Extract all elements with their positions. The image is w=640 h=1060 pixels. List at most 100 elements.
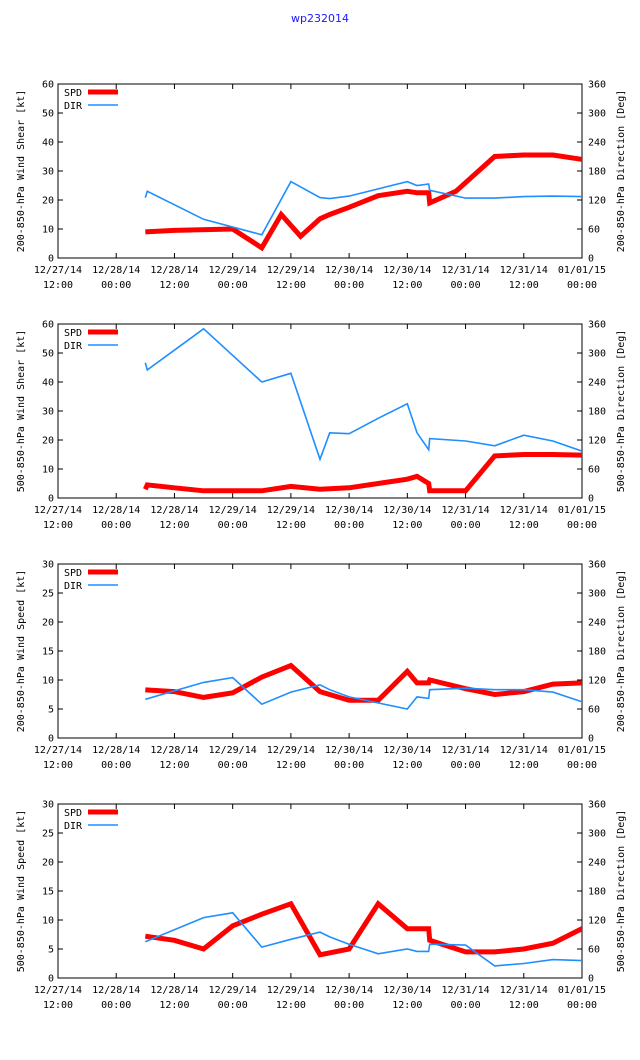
y-tick-label: 30 xyxy=(42,560,54,571)
x-tick-date-label: 12/28/14 xyxy=(150,745,198,756)
x-tick-time-label: 00:00 xyxy=(218,280,248,291)
x-tick-time-label: 00:00 xyxy=(101,520,131,531)
x-tick-time-label: 00:00 xyxy=(451,520,481,531)
x-tick-time-label: 12:00 xyxy=(392,280,422,291)
y-tick-label: 25 xyxy=(42,589,54,600)
y2-tick-label: 360 xyxy=(588,800,606,811)
x-tick-date-label: 12/30/14 xyxy=(325,745,373,756)
x-tick-time-label: 12:00 xyxy=(43,520,73,531)
y2-tick-label: 120 xyxy=(588,676,606,687)
y2-tick-label: 60 xyxy=(588,225,600,236)
y-tick-label: 20 xyxy=(42,196,54,207)
x-tick-date-label: 12/29/14 xyxy=(267,745,315,756)
legend-spd-label: SPD xyxy=(64,808,82,819)
x-tick-time-label: 12:00 xyxy=(276,520,306,531)
y-axis-label: 200-850-hPa Wind Shear [kt] xyxy=(16,90,27,253)
x-tick-time-label: 00:00 xyxy=(451,280,481,291)
x-tick-time-label: 12:00 xyxy=(392,520,422,531)
x-tick-date-label: 12/30/14 xyxy=(383,745,431,756)
y2-tick-label: 300 xyxy=(588,829,606,840)
y-tick-label: 20 xyxy=(42,858,54,869)
y2-tick-label: 180 xyxy=(588,407,606,418)
x-tick-date-label: 12/31/14 xyxy=(500,745,548,756)
legend-dir-label: DIR xyxy=(64,581,83,592)
y2-tick-label: 60 xyxy=(588,465,600,476)
dir-series-line xyxy=(145,676,582,710)
x-tick-date-label: 12/28/14 xyxy=(150,985,198,996)
y2-axis-label: 200-850-hPa Direction [Deg] xyxy=(616,90,627,253)
y2-tick-label: 0 xyxy=(588,734,594,745)
x-tick-date-label: 12/30/14 xyxy=(383,505,431,516)
x-tick-date-label: 12/30/14 xyxy=(383,985,431,996)
y2-tick-label: 60 xyxy=(588,945,600,956)
y2-tick-label: 240 xyxy=(588,858,606,869)
x-tick-date-label: 12/31/14 xyxy=(441,985,489,996)
y2-tick-label: 0 xyxy=(588,974,594,985)
spd-series-line xyxy=(143,452,582,494)
x-tick-date-label: 12/27/14 xyxy=(34,505,82,516)
chart-panel-500-850-shear: 0 10 20 30 40 50 60 0 60 120 180 240 300 360 12/27/14 1… xyxy=(16,320,627,532)
x-tick-date-label: 12/28/14 xyxy=(150,505,198,516)
x-tick-time-label: 00:00 xyxy=(451,760,481,771)
plot-frame xyxy=(57,563,583,739)
x-tick-date-label: 12/28/14 xyxy=(92,985,140,996)
x-tick-time-label: 12:00 xyxy=(276,760,306,771)
y-tick-label: 20 xyxy=(42,436,54,447)
plot-frame xyxy=(57,83,583,259)
y2-tick-label: 240 xyxy=(588,138,606,149)
y-axis-label: 500-850-hPa Wind Speed [kt] xyxy=(16,810,27,973)
y-tick-label: 0 xyxy=(48,734,54,745)
legend-spd-label: SPD xyxy=(64,328,82,339)
y-tick-label: 10 xyxy=(42,916,54,927)
y-tick-label: 40 xyxy=(42,138,54,149)
legend-dir-label: DIR xyxy=(64,101,83,112)
y2-tick-label: 360 xyxy=(588,80,606,91)
legend-dir-label: DIR xyxy=(64,821,83,832)
x-tick-time-label: 00:00 xyxy=(334,280,364,291)
y-tick-label: 0 xyxy=(48,494,54,505)
x-tick-date-label: 12/28/14 xyxy=(92,265,140,276)
x-tick-time-label: 00:00 xyxy=(567,1000,597,1011)
x-tick-time-label: 00:00 xyxy=(567,280,597,291)
x-tick-date-label: 12/27/14 xyxy=(34,265,82,276)
x-tick-date-label: 12/30/14 xyxy=(325,265,373,276)
x-tick-date-label: 12/30/14 xyxy=(383,265,431,276)
y2-axis-label: 500-850-hPa Direction [Deg] xyxy=(616,330,627,493)
y-tick-label: 15 xyxy=(42,887,54,898)
x-tick-date-label: 12/31/14 xyxy=(500,505,548,516)
y-tick-label: 30 xyxy=(42,800,54,811)
y-tick-label: 50 xyxy=(42,349,54,360)
x-tick-time-label: 00:00 xyxy=(218,1000,248,1011)
x-tick-time-label: 00:00 xyxy=(101,760,131,771)
y-tick-label: 40 xyxy=(42,378,54,389)
x-tick-time-label: 12:00 xyxy=(509,1000,539,1011)
x-tick-time-label: 12:00 xyxy=(43,280,73,291)
y2-tick-label: 120 xyxy=(588,196,606,207)
x-tick-time-label: 12:00 xyxy=(276,1000,306,1011)
chart-panel-500-850-speed: 05101520253006012018024030036012/27/1412… xyxy=(16,800,627,1012)
legend-spd-label: SPD xyxy=(64,88,82,99)
plot-frame xyxy=(57,323,583,499)
chart-panel-200-850-shear: 0 10 20 30 40 50 60 0 60 120 180 240 300 360 12/27/14 1… xyxy=(16,80,627,292)
x-tick-time-label: 12:00 xyxy=(43,1000,73,1011)
y2-tick-label: 240 xyxy=(588,618,606,629)
y2-tick-label: 0 xyxy=(588,494,594,505)
dir-series-line xyxy=(144,327,582,462)
x-tick-date-label: 12/31/14 xyxy=(500,985,548,996)
y2-axis-label: 500-850-hPa Direction [Deg] xyxy=(616,810,627,973)
x-tick-time-label: 12:00 xyxy=(509,280,539,291)
legend-spd-label: SPD xyxy=(64,568,82,579)
x-tick-date-label: 12/28/14 xyxy=(92,505,140,516)
y-tick-label: 10 xyxy=(42,676,54,687)
y-tick-label: 25 xyxy=(42,829,54,840)
x-tick-time-label: 00:00 xyxy=(567,760,597,771)
x-tick-time-label: 00:00 xyxy=(101,280,131,291)
x-tick-date-label: 12/31/14 xyxy=(441,505,489,516)
y2-tick-label: 180 xyxy=(588,167,606,178)
x-tick-date-label: 12/29/14 xyxy=(267,265,315,276)
x-tick-date-label: 12/29/14 xyxy=(209,985,257,996)
x-tick-date-label: 12/27/14 xyxy=(34,985,82,996)
y-tick-label: 0 xyxy=(48,974,54,985)
y2-axis-label: 200-850-hPa Direction [Deg] xyxy=(616,570,627,733)
x-tick-date-label: 12/30/14 xyxy=(325,505,373,516)
